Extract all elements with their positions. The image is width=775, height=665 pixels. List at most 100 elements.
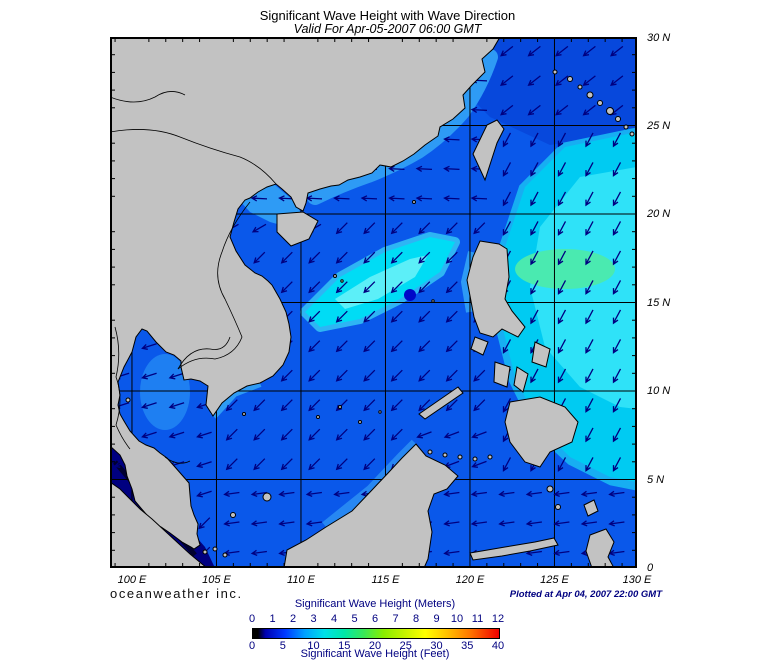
- wave-arrow: [530, 162, 539, 177]
- wave-arrow: [585, 457, 594, 472]
- scs-peak-waves: [335, 255, 428, 309]
- wave-arrow: [500, 104, 514, 116]
- wave-arrow: [280, 458, 293, 471]
- ryukyu-islands: [552, 69, 635, 137]
- wave-arrow: [582, 104, 596, 116]
- wave-arrow: [471, 431, 487, 439]
- wave-arrow: [141, 343, 157, 350]
- wave-arrow: [390, 222, 403, 235]
- borneo: [283, 443, 459, 568]
- wave-arrow: [250, 490, 267, 498]
- wave-arrow: [530, 309, 539, 325]
- wave-arrow: [502, 398, 512, 413]
- wave-arrow: [445, 310, 458, 323]
- lat-label-30N: 30 N: [647, 32, 671, 44]
- wave-arrow: [363, 369, 376, 382]
- wave-arrow: [612, 427, 622, 443]
- page-title: Significant Wave Height with Wave Direct…: [259, 8, 516, 23]
- wave-arrow: [363, 281, 376, 294]
- taiwan: [472, 119, 505, 182]
- wave-arrow: [418, 222, 431, 235]
- wave-arrow: [525, 520, 542, 527]
- wave-arrow: [612, 398, 622, 413]
- wave-arrow: [445, 251, 458, 264]
- wave-arrow: [335, 369, 348, 382]
- wave-arrow: [363, 222, 376, 235]
- country-borders: [110, 91, 277, 464]
- wave-arrow: [500, 75, 514, 86]
- wave-arrow: [471, 460, 487, 468]
- wave-arrow: [390, 251, 403, 264]
- wave-arrow: [251, 223, 267, 233]
- land-masses: [110, 37, 635, 568]
- wave-arrow: [585, 280, 594, 295]
- wave-arrow: [335, 251, 348, 264]
- mindanao: [504, 396, 579, 468]
- wave-arrow: [557, 250, 567, 266]
- wave-arrow: [608, 490, 625, 498]
- wave-arrow: [305, 490, 322, 498]
- wave-arrow: [530, 250, 539, 266]
- wave-arrow: [141, 372, 157, 380]
- meters-tick-7: 7: [392, 613, 399, 625]
- wave-arrow: [445, 281, 458, 294]
- wave-arrow: [612, 280, 622, 295]
- wave-arrow: [445, 222, 458, 235]
- wave-arrow: [198, 517, 211, 530]
- wave-arrow: [525, 490, 542, 498]
- wave-arrow: [280, 369, 293, 382]
- wave-arrow: [527, 75, 541, 86]
- wave-arrow: [557, 132, 567, 148]
- palawan: [418, 386, 464, 420]
- wave-arrow: [555, 104, 569, 116]
- wave-arrow: [278, 490, 295, 498]
- wave-arrow: [473, 222, 486, 235]
- wave-arrow: [443, 520, 460, 527]
- panay-negros: [493, 361, 511, 388]
- wave-arrow: [557, 339, 567, 354]
- wave-arrow: [612, 457, 622, 472]
- wave-arrow: [363, 251, 376, 264]
- legend-meters-title: Significant Wave Height (Meters): [294, 598, 456, 610]
- meters-tick-11: 11: [471, 613, 484, 625]
- wave-arrow: [418, 369, 431, 382]
- wave-arrow: [443, 195, 460, 202]
- wave-arrow: [585, 339, 594, 354]
- wave-arrow: [557, 368, 567, 384]
- wave-arrow: [308, 340, 321, 353]
- morotai: [583, 499, 599, 517]
- wave-arrow: [553, 520, 570, 527]
- wave-arrow: [582, 45, 596, 57]
- wave-arrow: [250, 520, 267, 527]
- wave-arrow: [527, 104, 541, 116]
- wave-arrow: [335, 310, 348, 323]
- wave-arrow: [253, 251, 266, 264]
- wave-arrow: [557, 162, 567, 177]
- lon-label-100E: 100 E: [117, 574, 147, 586]
- cebu-leyte: [513, 366, 529, 393]
- lon-label-120E: 120 E: [455, 574, 485, 586]
- wave-arrow: [390, 310, 403, 323]
- wave-arrow: [443, 431, 460, 439]
- wave-arrow: [253, 458, 266, 471]
- meters-tick-10: 10: [450, 613, 464, 625]
- wave-arrow: [555, 45, 569, 57]
- wave-arrow: [612, 368, 622, 384]
- wave-arrow: [308, 281, 321, 294]
- lat-label-0: 0: [647, 562, 654, 574]
- wave-height-map: [110, 37, 637, 568]
- wave-height-colorbar: [252, 628, 500, 639]
- wave-arrow: [470, 520, 487, 527]
- wave-arrow: [196, 490, 212, 498]
- wave-arrow: [335, 340, 348, 353]
- wave-arrow: [168, 431, 185, 439]
- wave-arrow: [580, 520, 597, 527]
- wave-arrow: [225, 399, 238, 412]
- sulawesi-north-arm: [469, 537, 559, 561]
- wave-arrow: [141, 402, 157, 409]
- wave-arrow: [557, 309, 567, 325]
- feet-tick-35: 35: [461, 640, 474, 652]
- map-area: [110, 37, 637, 568]
- wave-arrow: [527, 45, 541, 57]
- lon-label-125E: 125 E: [540, 574, 569, 586]
